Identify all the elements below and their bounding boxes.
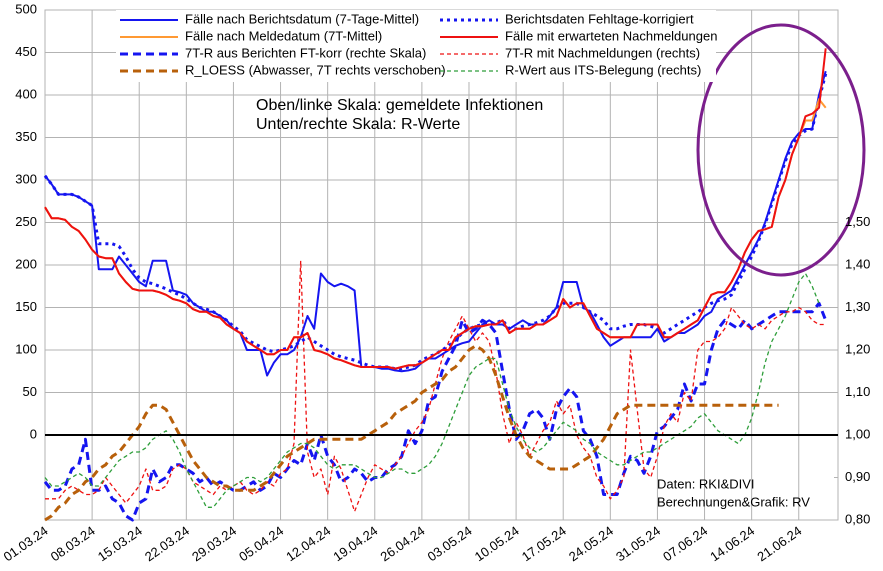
y2-tick-label: 1,50 [845, 214, 870, 229]
y2-tick-label: 0,90 [845, 469, 870, 484]
y2-tick-label: 0,80 [845, 511, 870, 526]
series-line [44, 272, 820, 508]
legend-box [116, 10, 716, 82]
legend-label: Fälle nach Berichtsdatum (7-Tage-Mittel) [185, 11, 419, 26]
y-tick-label: 0 [30, 426, 37, 441]
y2-tick-label: 1,00 [845, 426, 870, 441]
series-line [43, 301, 828, 522]
source-note: Daten: RKI&DIVI [657, 476, 755, 491]
y-tick-label: 300 [15, 171, 37, 186]
y-tick-label: 450 [15, 44, 37, 59]
y-tick-label: 200 [15, 256, 37, 271]
y-tick-label: 150 [15, 299, 37, 314]
y2-tick-label: 1,20 [845, 341, 870, 356]
legend-label: Fälle mit erwarteten Nachmeldungen [505, 28, 717, 43]
y-tick-label: 350 [15, 129, 37, 144]
series-line [44, 70, 827, 377]
y-tick-label: 50 [23, 384, 37, 399]
legend-label: R-Wert aus ITS-Belegung (rechts) [505, 62, 701, 77]
legend-label: R_LOESS (Abwasser, 7T rechts verschoben) [185, 62, 446, 77]
annotation: Unten/rechte Skala: R-Werte [256, 116, 460, 133]
credit-note: Berechnungen&Grafik: RV [657, 494, 810, 509]
y-tick-label: 100 [15, 341, 37, 356]
series-line [44, 48, 827, 370]
legend-label: 7T-R aus Berichten FT-korr (rechte Skala… [185, 45, 426, 60]
highlight-ellipse [696, 23, 866, 277]
legend-label: Fälle nach Meldedatum (7T-Mittel) [185, 28, 382, 43]
annotation: Oben/linke Skala: gemeldete Infektionen [256, 97, 543, 114]
series-line [44, 344, 779, 522]
legend: Fälle nach Berichtsdatum (7-Tage-Mittel)… [116, 10, 717, 82]
legend-label: Berichtsdaten Fehltage-korrigiert [505, 11, 694, 26]
y-tick-label: 250 [15, 214, 37, 229]
y2-tick-label: 1,10 [845, 384, 870, 399]
plot-lines [43, 48, 828, 522]
y-tick-label: 500 [15, 1, 37, 16]
y2-tick-label: 1,40 [845, 256, 870, 271]
y-tick-label: 400 [15, 86, 37, 101]
legend-label: 7T-R mit Nachmeldungen (rechts) [505, 45, 700, 60]
y2-tick-label: 1,30 [845, 299, 870, 314]
